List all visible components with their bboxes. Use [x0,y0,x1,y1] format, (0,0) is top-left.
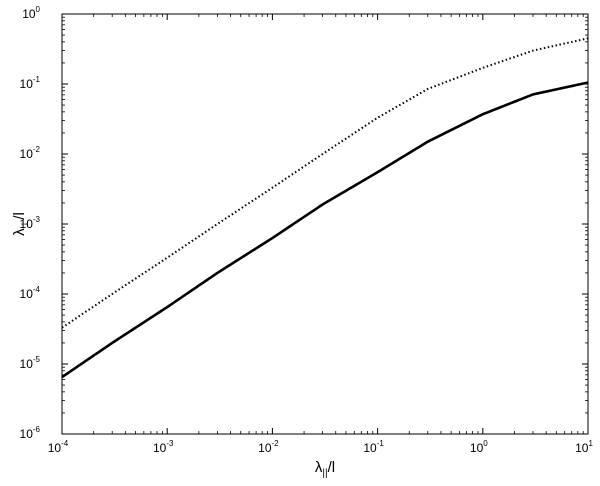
x-axis-label: λ||/l [315,459,335,479]
y-tick-label-0: 10-6 [20,425,41,441]
x-tick-label-3: 10-1 [363,439,384,455]
x-axis-label-suffix: /l [328,459,336,476]
y-tick-label-3: 10-3 [20,215,41,231]
y-tick-label-5: 10-1 [20,75,41,91]
axis-ticks [61,13,589,435]
x-tick-label-1: 10-3 [153,439,174,455]
x-tick-label-5: 101 [575,439,593,455]
x-tick-labels: 10-4 10-3 10-2 10-1 100 101 [48,439,594,455]
series-line-dotted [61,37,589,329]
series-layer [61,37,589,379]
x-axis-label-main: λ [315,459,323,476]
x-tick-label-0: 10-4 [48,439,69,455]
y-tick-labels: 10-6 10-5 10-4 10-3 10-2 10-1 100 [20,5,41,441]
x-axis-label-sub: || [322,468,327,479]
y-tick-label-4: 10-2 [20,145,41,161]
y-axis-label-sub: ⊥ [20,220,31,229]
y-axis-label: λ⊥/l [11,212,31,236]
y-tick-label-2: 10-4 [20,285,41,301]
y-tick-label-1: 10-5 [20,355,41,371]
series-line-solid [61,81,589,379]
y-tick-label-6: 100 [22,5,40,21]
x-tick-label-2: 10-2 [258,439,279,455]
plot-area [61,13,589,435]
y-axis-label-main: λ [11,228,28,236]
x-tick-label-4: 100 [470,439,488,455]
y-axis-label-suffix: /l [11,212,28,220]
